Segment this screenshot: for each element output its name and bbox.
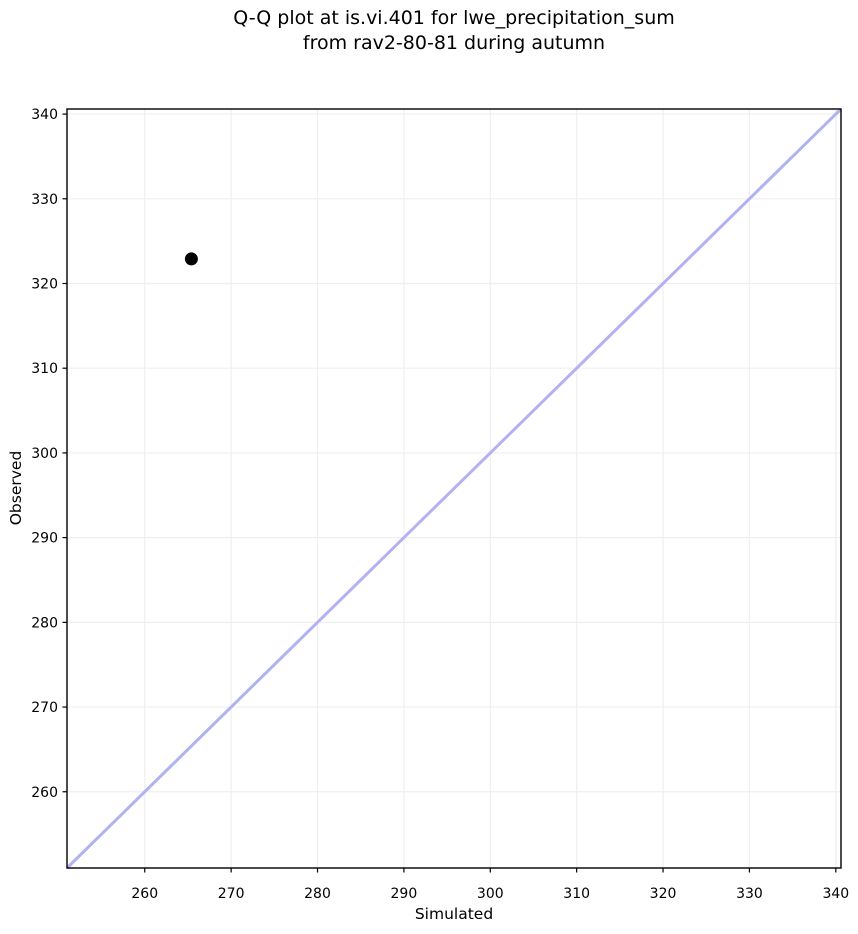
identity-line [65, 107, 843, 870]
x-tick-label: 310 [563, 886, 590, 902]
x-tick-label: 320 [650, 886, 677, 902]
y-tick-label: 260 [31, 785, 58, 801]
y-tick-label: 310 [31, 361, 58, 377]
y-tick-label: 270 [31, 700, 58, 716]
x-tick-label: 260 [131, 886, 158, 902]
y-axis-label: Observed [7, 450, 25, 526]
data-point [184, 252, 198, 266]
y-tick-label: 280 [31, 615, 58, 631]
x-tick-label: 330 [736, 886, 763, 902]
x-tick-label: 270 [218, 886, 245, 902]
chart-title: Q-Q plot at is.vi.401 for lwe_precipitat… [67, 6, 841, 55]
y-tick-label: 290 [31, 531, 58, 547]
y-tick-label: 340 [31, 107, 58, 123]
x-tick-label: 290 [391, 886, 418, 902]
chart-title-line2: from rav2-80-81 during autumn [302, 31, 606, 54]
x-tick-label: 280 [304, 886, 331, 902]
x-tick-label: 340 [822, 886, 849, 902]
y-tick-label: 320 [31, 277, 58, 293]
y-tick-label: 330 [31, 192, 58, 208]
y-tick-label: 300 [31, 446, 58, 462]
chart-title-line1: Q-Q plot at is.vi.401 for lwe_precipitat… [233, 7, 675, 29]
axes-frame [66, 108, 842, 869]
x-tick-label: 300 [477, 886, 504, 902]
x-axis-label: Simulated [414, 905, 494, 923]
